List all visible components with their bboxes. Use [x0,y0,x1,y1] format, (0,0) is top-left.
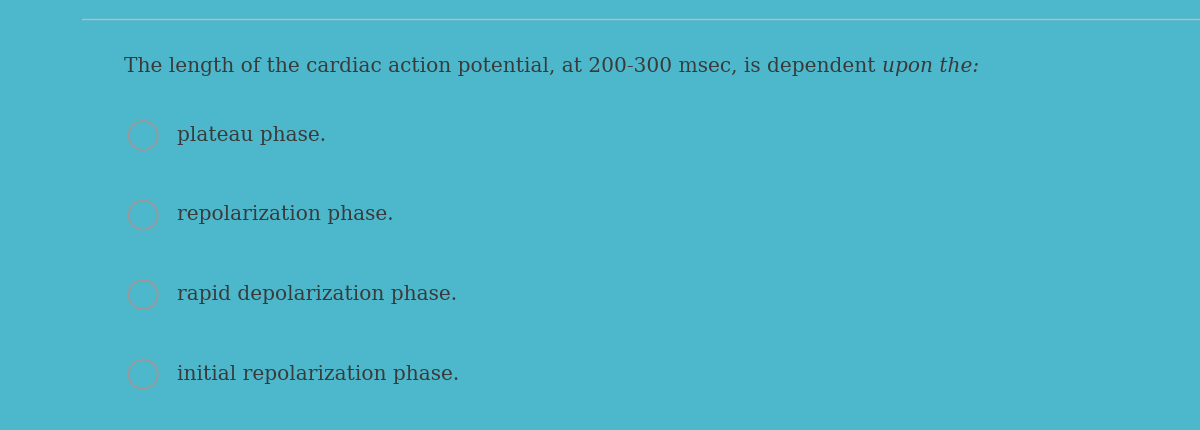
Text: upon the:: upon the: [882,57,979,76]
Text: rapid depolarization phase.: rapid depolarization phase. [176,285,457,304]
Text: The length of the cardiac action potential, at 200-300 msec, is dependent: The length of the cardiac action potenti… [124,57,882,76]
Text: repolarization phase.: repolarization phase. [176,206,394,224]
Text: plateau phase.: plateau phase. [176,126,325,145]
Text: initial repolarization phase.: initial repolarization phase. [176,365,458,384]
